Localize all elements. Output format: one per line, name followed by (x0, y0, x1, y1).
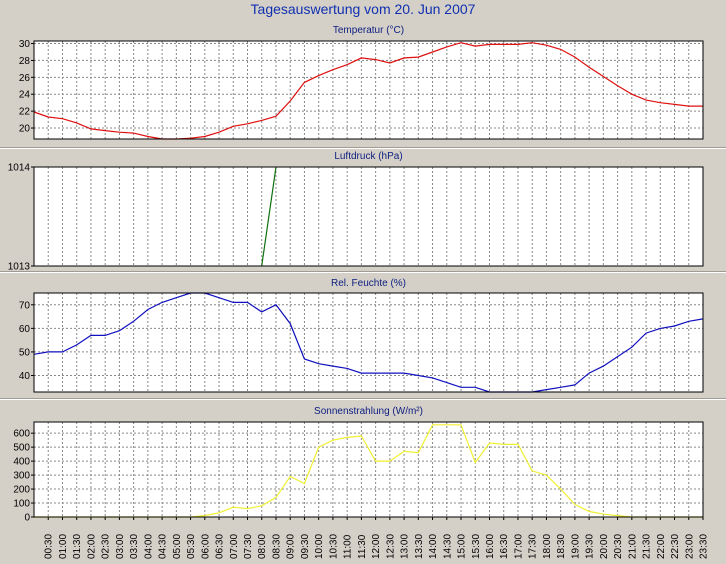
y-tick-label: 1013 (8, 262, 31, 273)
x-tick-label: 14:30 (442, 534, 453, 559)
x-tick-label: 20:30 (613, 534, 624, 559)
x-tick-label: 10:30 (328, 534, 339, 559)
x-tick-label: 17:00 (513, 534, 524, 559)
y-tick-label: 40 (19, 371, 31, 382)
chart-panel-2: 1013 1014 Luftdruck (hPa) (8, 151, 704, 273)
y-tick-label: 70 (19, 300, 31, 311)
y-tick-label: 500 (13, 443, 30, 454)
x-tick-label: 04:30 (158, 534, 169, 559)
x-tick-label: 02:30 (101, 534, 112, 559)
x-tick-label: 18:00 (542, 534, 553, 559)
x-tick-label: 13:00 (400, 534, 411, 559)
x-tick-label: 22:00 (656, 534, 667, 559)
y-tick-label: 600 (13, 429, 30, 440)
plot-frame (33, 166, 704, 267)
chart-title: Luftdruck (hPa) (334, 151, 402, 162)
x-tick-label: 16:30 (499, 534, 510, 559)
x-tick-label: 12:00 (371, 534, 382, 559)
x-tick-label: 18:30 (556, 534, 567, 559)
x-tick-label: 03:00 (115, 534, 126, 559)
y-tick-label: 300 (13, 471, 30, 482)
panel-separator (0, 398, 726, 400)
chart-title: Rel. Feuchte (%) (331, 278, 406, 289)
y-tick-label: 100 (13, 499, 30, 510)
x-tick-label: 22:30 (670, 534, 681, 559)
x-tick-label: 09:00 (286, 534, 297, 559)
x-tick-label: 14:00 (428, 534, 439, 559)
x-tick-label: 21:30 (642, 534, 653, 559)
x-tick-label: 13:30 (414, 534, 425, 559)
x-tick-label: 05:30 (186, 534, 197, 559)
y-tick-label: 28 (19, 56, 31, 67)
x-tick-label: 21:00 (627, 534, 638, 559)
x-tick-label: 06:00 (200, 534, 211, 559)
y-tick-label: 26 (19, 73, 31, 84)
x-tick-label: 09:30 (300, 534, 311, 559)
y-tick-label: 20 (19, 124, 31, 135)
x-tick-label: 11:30 (357, 534, 368, 559)
x-tick-label: 12:30 (385, 534, 396, 559)
panel-separator (0, 271, 726, 273)
x-tick-label: 10:00 (314, 534, 325, 559)
plot-area (34, 293, 703, 392)
y-tick-label: 22 (19, 107, 31, 118)
x-tick-label: 06:30 (215, 534, 226, 559)
series-line (33, 42, 703, 140)
x-tick-label: 19:30 (585, 534, 596, 559)
x-tick-label: 23:30 (699, 534, 710, 559)
plot-frame (33, 292, 704, 393)
chart-panel-1: 20 22 24 26 28 30 Temperatur (°C) (19, 25, 704, 140)
x-tick-label: 08:00 (257, 534, 268, 559)
panel-separator (0, 147, 726, 149)
y-tick-label: 24 (19, 90, 31, 101)
chart-panel-4: 0 100 200 300 400 500 600 Sonnenstrahlung (W/m²… (13, 406, 704, 524)
y-tick-label: 30 (19, 39, 31, 50)
series-line (33, 292, 704, 393)
x-tick-label: 01:30 (72, 534, 83, 559)
x-tick-label: 07:00 (229, 534, 240, 559)
x-tick-label: 16:00 (485, 534, 496, 559)
x-tick-label: 04:00 (143, 534, 154, 559)
page-title: Tagesauswertung vom 20. Jun 2007 (250, 1, 476, 17)
x-tick-label: 01:00 (58, 534, 69, 559)
series-line (261, 166, 277, 267)
plot-area (34, 41, 703, 139)
x-tick-label: 00:30 (44, 534, 55, 559)
x-tick-label: 15:00 (457, 534, 468, 559)
x-tick-label: 17:30 (528, 534, 539, 559)
x-tick-label: 08:30 (271, 534, 282, 559)
x-tick-label: 05:00 (172, 534, 183, 559)
x-tick-label: 15:30 (471, 534, 482, 559)
y-tick-label: 200 (13, 485, 30, 496)
plot-frame (33, 421, 704, 518)
plot-frame (33, 40, 704, 140)
y-tick-label: 1014 (8, 163, 31, 174)
x-tick-label: 19:00 (570, 534, 581, 559)
x-axis-labels: 00:30 01:00 01:30 02:00 02:30 03:00 03:30 04:00… (44, 517, 710, 559)
y-tick-label: 400 (13, 457, 30, 468)
x-tick-label: 11:00 (343, 534, 354, 559)
x-tick-label: 02:00 (86, 534, 97, 559)
chart-title: Temperatur (°C) (333, 25, 404, 36)
x-tick-label: 23:00 (684, 534, 695, 559)
chart-title: Sonnenstrahlung (W/m²) (314, 406, 423, 417)
x-tick-label: 20:00 (599, 534, 610, 559)
x-tick-label: 07:30 (243, 534, 254, 559)
plot-area (34, 167, 703, 266)
chart-panel-3: 40 50 60 70 Rel. Feuchte (%) (19, 278, 704, 393)
plot-area (34, 422, 703, 517)
x-tick-label: 03:30 (129, 534, 140, 559)
y-tick-label: 60 (19, 324, 31, 335)
y-tick-label: 50 (19, 347, 31, 358)
y-tick-label: 0 (24, 513, 30, 524)
